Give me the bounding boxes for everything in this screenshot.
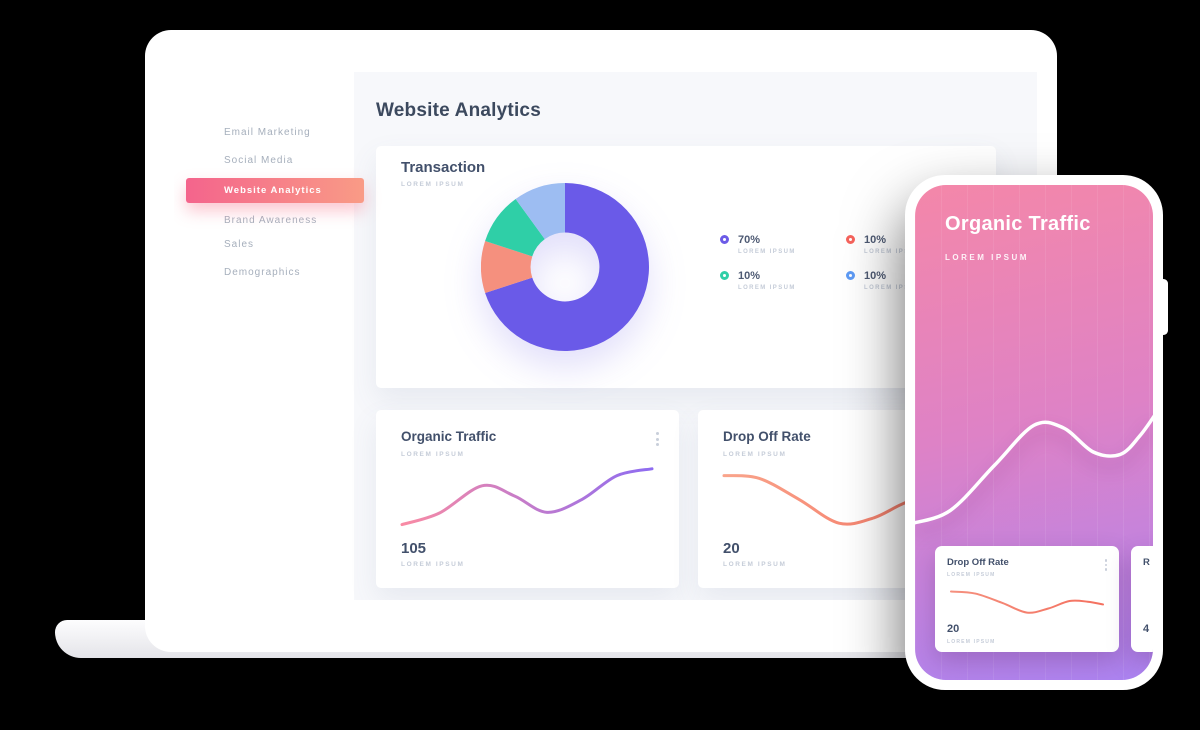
phone-organic-traffic-chart (915, 414, 1153, 525)
sidebar-item-sales[interactable]: Sales (224, 239, 255, 250)
transaction-card-title: Transaction (401, 159, 486, 176)
phone-screen: Organic Traffic LOREM IPSUM Drop Off Rat… (915, 185, 1153, 680)
legend-item: 10% LOREM IPSUM (720, 270, 846, 291)
phone-page-title: Organic Traffic (945, 213, 1091, 235)
legend-label: LOREM IPSUM (738, 249, 796, 256)
sidebar-item-email-marketing[interactable]: Email Marketing (224, 127, 311, 138)
transaction-card: Transaction LOREM IPSUM 70% LOREM IPSUM (376, 146, 996, 388)
organic-card-title: Organic Traffic (401, 429, 497, 444)
kebab-menu-icon[interactable] (654, 430, 661, 448)
sidebar-item-brand-awareness[interactable]: Brand Awareness (224, 215, 318, 226)
phone-page-subtitle: LOREM IPSUM (945, 253, 1029, 262)
page-title: Website Analytics (376, 100, 541, 121)
phone-card-title: Drop Off Rate (947, 557, 1009, 568)
legend-value: 10% (864, 270, 887, 283)
organic-card-value: 105 (401, 540, 427, 557)
legend-label: LOREM IPSUM (864, 285, 922, 292)
main-content: Website Analytics Transaction LOREM IPSU… (354, 72, 1037, 600)
transaction-legend: 70% LOREM IPSUM 10% LOREM IPSUM (720, 234, 996, 291)
laptop-screen: Email Marketing Social Media Website Ana… (174, 72, 1037, 600)
phone-frame: Organic Traffic LOREM IPSUM Drop Off Rat… (905, 175, 1168, 690)
legend-label: LOREM IPSUM (864, 249, 922, 256)
sidebar-item-website-analytics[interactable]: Website Analytics (186, 178, 364, 203)
sidebar-item-social-media[interactable]: Social Media (224, 155, 294, 166)
organic-traffic-chart (400, 467, 654, 527)
dropoff-card-value: 20 (723, 540, 740, 557)
dropoff-card-value-label: LOREM IPSUM (723, 561, 787, 568)
phone-card-value: 20 (947, 623, 960, 635)
phone-partial-card: R 4 (1131, 546, 1153, 652)
organic-card-value-label: LOREM IPSUM (401, 561, 465, 568)
organic-traffic-card: Organic Traffic LOREM IPSUM 105 LOREM IP… (376, 410, 679, 588)
dropoff-card-subtitle: LOREM IPSUM (723, 451, 787, 458)
legend-label: LOREM IPSUM (738, 285, 796, 292)
legend-item: 10% LOREM IPSUM (846, 270, 996, 291)
phone-card-value-label: LOREM IPSUM (947, 639, 996, 645)
dropoff-card-title: Drop Off Rate (723, 429, 811, 444)
sidebar: Email Marketing Social Media Website Ana… (174, 72, 364, 600)
kebab-menu-icon[interactable] (1103, 557, 1110, 573)
phone-partial-card-value: 4 (1143, 623, 1150, 635)
legend-item: 10% LOREM IPSUM (846, 234, 996, 255)
legend-dot-icon (846, 235, 855, 244)
transaction-card-subtitle: LOREM IPSUM (401, 181, 465, 188)
transaction-donut-chart (481, 183, 649, 351)
phone-partial-card-title: R (1143, 557, 1150, 568)
legend-value: 70% (738, 234, 761, 246)
legend-dot-icon (720, 235, 729, 244)
organic-card-subtitle: LOREM IPSUM (401, 451, 465, 458)
legend-value: 10% (864, 234, 887, 246)
phone-drop-off-chart (950, 590, 1104, 614)
legend-dot-icon (720, 271, 729, 281)
phone-side-button (1159, 279, 1168, 335)
legend-value: 10% (738, 270, 761, 283)
phone-drop-off-card: Drop Off Rate LOREM IPSUM 20 LOREM IPSUM (935, 546, 1119, 652)
sidebar-item-demographics[interactable]: Demographics (224, 267, 301, 278)
legend-item: 70% LOREM IPSUM (720, 234, 846, 255)
legend-dot-icon (846, 271, 855, 281)
phone-card-subtitle: LOREM IPSUM (947, 572, 996, 578)
